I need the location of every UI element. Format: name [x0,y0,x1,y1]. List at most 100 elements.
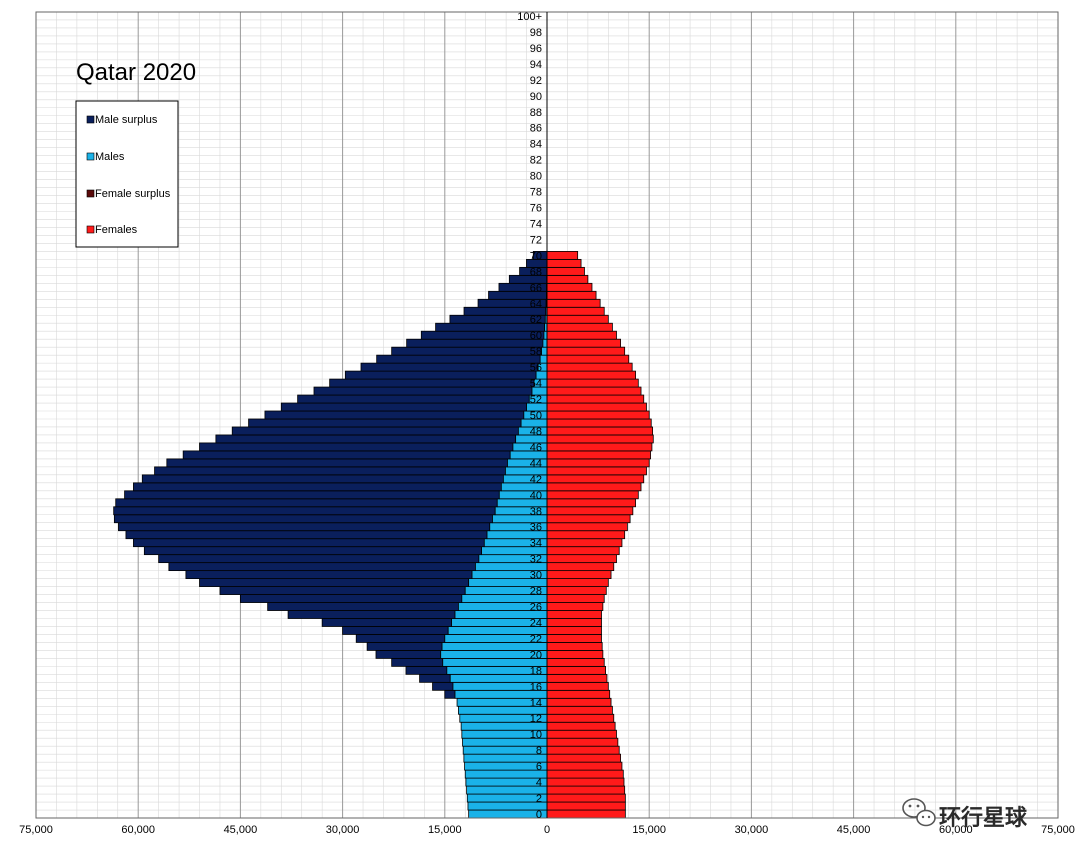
bar-females [546,713,615,723]
bar-females [546,402,647,412]
bar-male-surplus [444,689,456,699]
bar-males [542,338,548,348]
bar-females [546,482,642,492]
bar-females [546,490,639,500]
bar-females [546,602,604,611]
bar-females [546,251,579,260]
bar-male-surplus [133,538,485,548]
bar-male-surplus [329,378,535,388]
age-label: 36 [530,522,542,534]
bar-females [546,522,628,532]
bar-male-surplus [124,490,500,500]
age-label: 72 [530,234,542,246]
age-label: 10 [530,729,542,741]
x-tick-label: 30,000 [735,824,769,836]
bar-male-surplus [391,346,542,356]
bar-females [546,394,645,404]
bar-females [546,274,589,284]
bar-male-surplus [182,450,511,460]
bar-females [546,434,654,444]
age-label: 42 [530,474,542,486]
bar-females [546,634,602,643]
age-label: 28 [530,586,542,598]
bar-male-surplus [133,482,502,492]
bar-females [546,586,607,595]
legend-label-females: Females [95,224,138,236]
bar-male-surplus [141,474,504,484]
bar-females [546,610,602,619]
age-label: 56 [530,362,542,374]
age-label: 34 [530,538,542,550]
legend: Male surplus Males Female surplus Female… [75,100,179,248]
bar-females [546,474,645,484]
age-label: 60 [530,330,542,342]
bar-male-surplus [215,434,517,444]
legend-label-female-surplus: Female surplus [95,188,171,200]
bar-male-surplus [113,506,496,516]
bar-male-surplus [342,626,449,635]
bar-females [546,298,601,308]
age-label: 26 [530,602,542,614]
bar-females [546,809,626,819]
watermark-text: 环行星球 [939,805,1028,831]
axes [35,11,1059,819]
bar-females [546,306,605,316]
bar-males [462,745,548,755]
bar-male-surplus [199,578,470,587]
age-label: 0 [536,809,542,821]
bar-male-surplus [435,322,546,332]
bar-male-surplus [432,681,454,691]
bar-females [546,410,650,420]
bar-male-surplus [125,530,488,540]
age-label: 92 [530,75,542,87]
age-label: 82 [530,155,542,167]
bar-females [546,330,617,340]
bar-females [546,458,650,468]
chart-title: Qatar 2020 [76,59,196,86]
bar-females [546,570,612,579]
age-label: 62 [530,314,542,326]
bar-male-surplus [376,354,541,364]
bar-males [463,753,548,763]
age-label: 70 [530,250,542,262]
bar-males [541,346,548,356]
age-label: 16 [530,681,542,693]
bar-male-surplus [168,562,476,572]
bar-females [546,282,593,292]
age-label: 68 [530,266,542,278]
age-label: 58 [530,346,542,358]
bar-females [546,626,602,635]
legend-swatch-females [86,225,95,234]
x-tick-label: 75,000 [19,824,53,836]
bar-male-surplus [143,546,482,556]
age-label: 32 [530,554,542,566]
age-labels: 0246810121416182022242628303234363840424… [517,11,542,821]
bar-male-surplus [313,386,533,396]
bar-male-surplus [166,458,508,468]
x-tick-label: 15,000 [632,824,666,836]
bar-females [546,642,603,651]
bar-male-surplus [405,665,448,675]
bar-male-surplus [267,602,459,611]
bar-male-surplus [355,634,446,643]
age-label: 52 [530,394,542,406]
bar-male-surplus [366,642,443,651]
age-label: 48 [530,426,542,438]
bar-male-surplus [239,594,463,603]
age-label: 30 [530,570,542,582]
age-label: 98 [530,27,542,39]
bar-male-surplus [321,618,453,627]
bar-male-surplus [287,610,456,619]
age-label: 14 [530,697,542,709]
age-label: 74 [530,218,542,230]
age-label: 86 [530,123,542,135]
bar-females [546,665,606,675]
bar-females [546,442,653,452]
x-tick-label: 30,000 [326,824,360,836]
age-label: 8 [536,745,542,757]
wechat-icon [902,798,936,827]
bar-females [546,769,624,779]
bar-females [546,338,621,348]
bar-females [546,594,605,603]
bar-male-surplus [297,394,530,404]
